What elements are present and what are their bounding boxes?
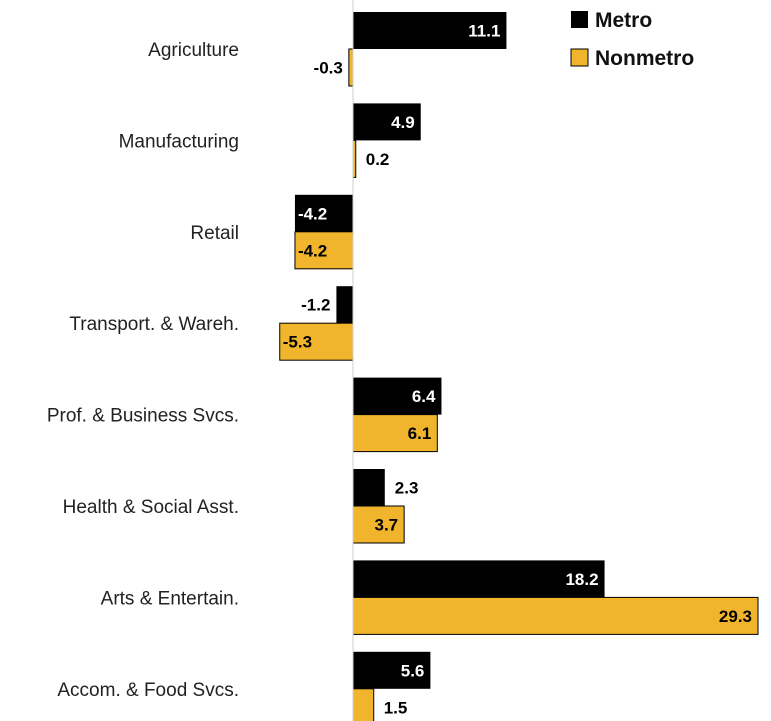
- bar-metro-transport-wareh: [336, 286, 353, 324]
- category-label-agriculture: Agriculture: [148, 40, 239, 61]
- bar-nonmetro-accom-food-svcs: [352, 688, 375, 721]
- bar-metro-prof-business-svcs: [353, 377, 442, 415]
- bar-metro-health-social-asst: [353, 469, 385, 506]
- value-label-metro-retail: -4.2: [298, 204, 327, 223]
- value-label-metro-accom-food-svcs: 5.6: [401, 661, 425, 680]
- value-label-nonmetro-transport-wareh: -5.3: [283, 333, 312, 352]
- bar-metro-accom-food-svcs: [353, 651, 431, 689]
- value-label-nonmetro-health-social-asst: 3.7: [375, 516, 399, 535]
- category-label-health-social-asst: Health & Social Asst.: [63, 497, 239, 518]
- category-label-accom-food-svcs: Accom. & Food Svcs.: [57, 680, 239, 701]
- category-label-manufacturing: Manufacturing: [119, 131, 239, 152]
- value-label-nonmetro-agriculture: -0.3: [314, 59, 343, 78]
- value-label-nonmetro-arts-entertain: 29.3: [719, 607, 752, 626]
- bar-nonmetro-agriculture: [348, 48, 354, 87]
- legend-swatch-metro: [571, 11, 588, 28]
- category-label-retail: Retail: [190, 223, 239, 244]
- value-label-nonmetro-manufacturing: 0.2: [366, 150, 390, 169]
- bar-metro-manufacturing: [353, 103, 421, 141]
- value-label-metro-health-social-asst: 2.3: [395, 479, 419, 498]
- category-label-arts-entertain: Arts & Entertain.: [101, 588, 239, 609]
- value-label-nonmetro-accom-food-svcs: 1.5: [384, 698, 408, 717]
- category-label-transport-wareh: Transport. & Wareh.: [69, 314, 239, 335]
- value-label-metro-transport-wareh: -1.2: [301, 296, 330, 315]
- value-label-metro-manufacturing: 4.9: [391, 113, 415, 132]
- bar-nonmetro-arts-entertain: [352, 596, 759, 635]
- bar-nonmetro-transport-wareh: [279, 322, 354, 361]
- legend-swatch-nonmetro: [570, 48, 589, 67]
- bar-metro-arts-entertain: [353, 560, 605, 598]
- category-label-prof-business-svcs: Prof. & Business Svcs.: [47, 406, 239, 427]
- bar-metro-agriculture: [353, 12, 507, 49]
- value-label-metro-arts-entertain: 18.2: [565, 570, 598, 589]
- bar-nonmetro-prof-business-svcs: [352, 414, 438, 453]
- value-label-nonmetro-retail: -4.2: [298, 241, 327, 260]
- bar-nonmetro-retail: [294, 231, 354, 270]
- legend-label-nonmetro: Nonmetro: [595, 47, 694, 70]
- legend: Metro Nonmetro: [570, 9, 694, 70]
- plot-area: Agriculture 11.1 -0.3 Manufacturing 4.90.2 Re…: [47, 0, 759, 721]
- bar-nonmetro-health-social-asst: [352, 505, 405, 544]
- value-label-nonmetro-prof-business-svcs: 6.1: [408, 424, 432, 443]
- value-label-metro-prof-business-svcs: 6.4: [412, 387, 436, 406]
- legend-label-metro: Metro: [595, 9, 652, 32]
- bar-metro-retail: [294, 194, 353, 232]
- value-label-metro-agriculture: 11.1: [468, 22, 500, 41]
